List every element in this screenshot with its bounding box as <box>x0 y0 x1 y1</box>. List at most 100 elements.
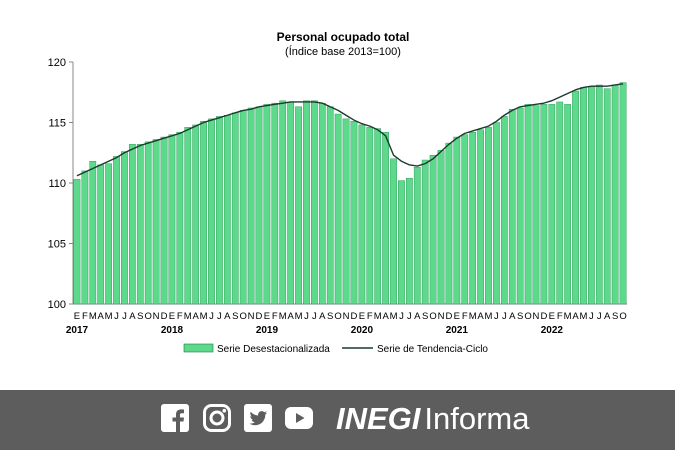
x-tick-label: A <box>477 311 484 322</box>
bar <box>192 124 200 305</box>
bar <box>398 180 405 305</box>
x-tick-label: A <box>287 311 294 322</box>
bar <box>358 124 366 305</box>
bar <box>469 131 477 305</box>
x-tick-label: F <box>557 311 563 322</box>
facebook-icon[interactable] <box>161 404 189 432</box>
x-tick-label: M <box>89 311 97 322</box>
bar <box>611 84 619 305</box>
x-tick-label: J <box>502 311 507 322</box>
x-tick-label: A <box>382 311 389 322</box>
bar <box>580 87 587 305</box>
bar <box>160 136 168 305</box>
y-tick-label: 115 <box>48 118 66 130</box>
x-tick-label: F <box>462 311 468 322</box>
chart: Personal ocupado total (Índice base 2013… <box>48 30 627 355</box>
bar <box>588 85 595 305</box>
bar <box>81 170 89 305</box>
x-year-label: 2018 <box>161 325 184 336</box>
x-tick-label: F <box>272 311 278 322</box>
trend-line <box>76 83 624 177</box>
bar <box>453 136 461 305</box>
x-tick-label: O <box>619 311 626 322</box>
bar <box>263 104 271 305</box>
x-tick-label: S <box>612 311 618 322</box>
x-tick-label: J <box>114 311 119 322</box>
bar <box>271 102 279 305</box>
legend: Serie Desestacionalizada Serie de Tenden… <box>183 343 488 355</box>
bar <box>477 129 484 305</box>
y-tick-label: 105 <box>48 239 66 251</box>
x-tick-label: J <box>312 311 317 322</box>
bar <box>445 142 453 305</box>
chart-card: Personal ocupado total (Índice base 2013… <box>0 30 675 391</box>
chart-title: Personal ocupado total <box>277 30 410 44</box>
x-tick-label: J <box>597 311 602 322</box>
legend-swatch-bars <box>183 343 214 353</box>
x-tick-label: D <box>161 311 168 322</box>
x-year-label: 2017 <box>66 325 89 336</box>
bar <box>366 127 374 305</box>
bar <box>303 100 310 305</box>
bar <box>318 102 326 305</box>
bar <box>548 104 556 305</box>
x-tick-label: M <box>485 311 493 322</box>
bar <box>540 104 548 305</box>
x-tick-label: M <box>390 311 398 322</box>
legend-label-bars: Serie Desestacionalizada <box>217 344 330 355</box>
bar <box>144 141 152 305</box>
brand-informa: Informa <box>424 401 530 436</box>
chart-subtitle: (Índice base 2013=100) <box>285 45 401 58</box>
x-tick-label: J <box>494 311 499 322</box>
bar <box>311 100 318 305</box>
x-tick-label: M <box>279 311 287 322</box>
x-year-label: 2020 <box>351 325 374 336</box>
bar <box>390 158 397 305</box>
x-tick-label: N <box>248 311 255 322</box>
bar <box>295 106 302 305</box>
brand-logo: INEGI Informa <box>336 397 530 441</box>
x-tick-label: A <box>319 311 326 322</box>
instagram-icon[interactable] <box>203 404 231 432</box>
x-tick-label: F <box>177 311 183 322</box>
x-tick-label: O <box>429 311 436 322</box>
bar <box>516 107 524 305</box>
x-tick-label: J <box>304 311 309 322</box>
bar <box>128 144 136 305</box>
bar <box>89 161 97 305</box>
x-tick-label: A <box>224 311 231 322</box>
x-tick-label: E <box>549 311 555 322</box>
x-year-label: 2019 <box>256 325 279 336</box>
bar <box>279 100 287 305</box>
y-tick-label: 100 <box>48 299 66 311</box>
bar <box>184 127 192 305</box>
x-tick-label: J <box>122 311 127 322</box>
x-tick-label: M <box>295 311 303 322</box>
x-tick-label: A <box>604 311 611 322</box>
x-tick-label: F <box>367 311 373 322</box>
y-tick-label: 120 <box>48 57 66 69</box>
bar <box>603 88 611 305</box>
x-tick-label: E <box>359 311 365 322</box>
x-tick-label: S <box>517 311 523 322</box>
x-tick-label: N <box>533 311 540 322</box>
bar <box>564 104 572 305</box>
bar <box>508 108 516 305</box>
bar <box>595 84 603 305</box>
x-tick-label: M <box>200 311 208 322</box>
x-tick-label: S <box>422 311 428 322</box>
x-tick-label: M <box>105 311 113 322</box>
x-tick-label: E <box>169 311 175 322</box>
bar <box>493 122 500 305</box>
twitter-icon[interactable] <box>244 404 272 432</box>
youtube-icon[interactable] <box>285 404 313 432</box>
x-tick-label: M <box>469 311 477 322</box>
x-tick-label: A <box>572 311 579 322</box>
bar <box>255 106 263 305</box>
bar <box>429 154 437 305</box>
bar <box>223 115 231 305</box>
x-year-label: 2021 <box>446 325 469 336</box>
x-tick-label: A <box>129 311 136 322</box>
bar <box>524 104 532 305</box>
